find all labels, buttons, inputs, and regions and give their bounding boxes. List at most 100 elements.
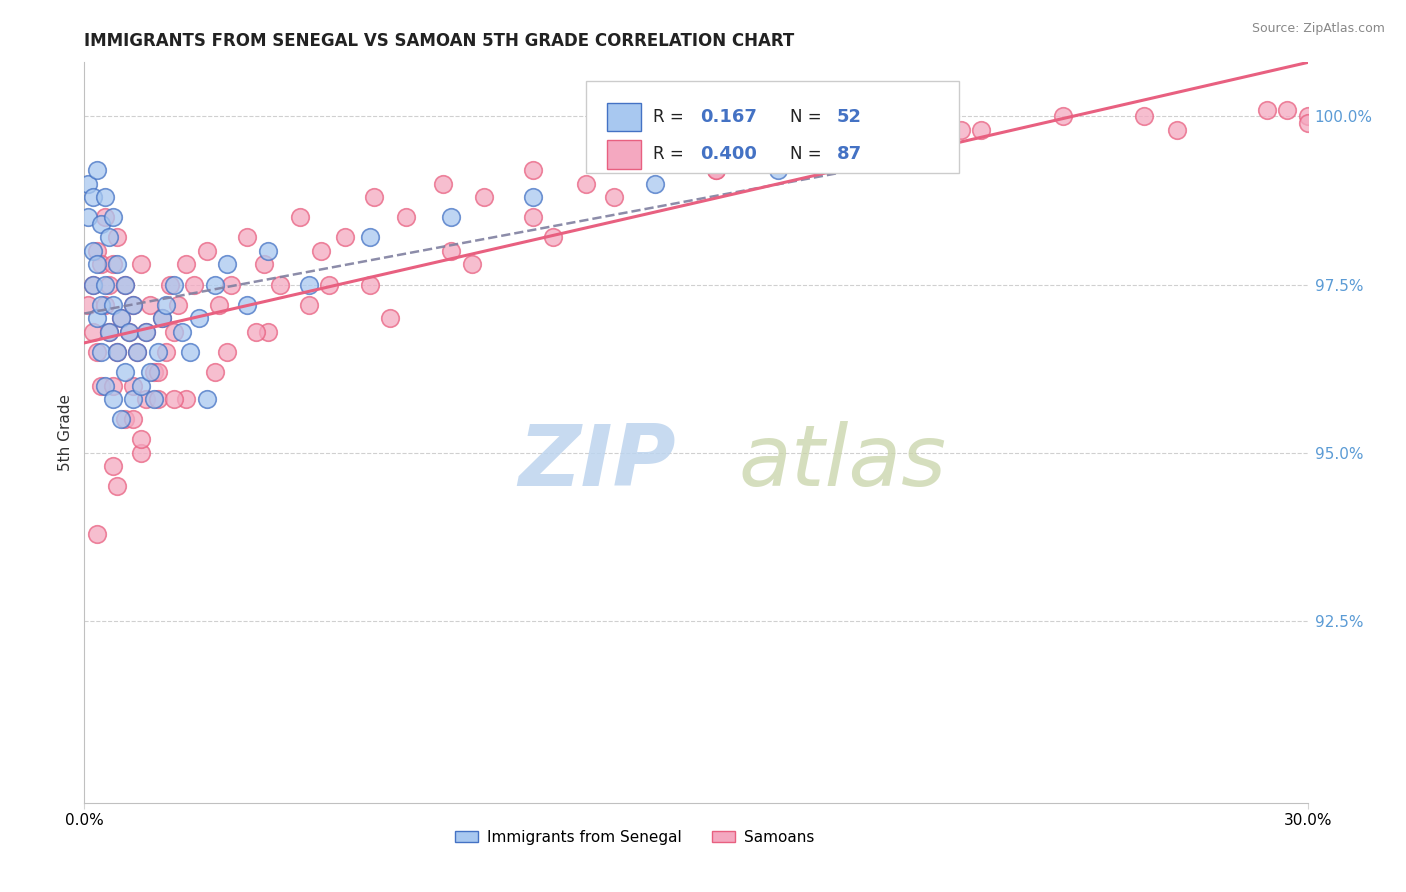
Point: [253, 257, 276, 271]
Point: [122, 298, 145, 312]
Point: [131, 378, 153, 392]
Point: [219, 277, 242, 292]
Point: [359, 277, 381, 292]
Point: [77, 298, 100, 312]
Point: [86, 526, 108, 541]
Point: [101, 459, 124, 474]
Point: [101, 378, 124, 392]
Point: [440, 211, 463, 225]
Point: [183, 277, 205, 292]
Point: [204, 365, 226, 379]
Point: [150, 311, 173, 326]
Point: [644, 177, 666, 191]
Point: [432, 177, 454, 191]
Point: [93, 298, 115, 312]
Point: [208, 298, 231, 312]
Point: [298, 277, 321, 292]
Point: [217, 344, 239, 359]
Point: [82, 277, 104, 292]
Point: [114, 365, 136, 379]
Point: [828, 143, 851, 157]
Point: [105, 257, 128, 271]
Point: [195, 392, 218, 406]
Point: [335, 230, 357, 244]
Point: [766, 163, 789, 178]
Point: [522, 190, 544, 204]
Point: [1133, 109, 1156, 123]
Point: [706, 163, 728, 178]
Point: [138, 365, 160, 379]
Point: [127, 344, 149, 359]
Point: [1052, 109, 1074, 123]
Point: [77, 177, 100, 191]
Point: [359, 230, 381, 244]
Point: [461, 257, 484, 271]
Text: R =: R =: [654, 145, 689, 163]
Text: N =: N =: [790, 145, 827, 163]
Y-axis label: 5th Grade: 5th Grade: [58, 394, 73, 471]
Point: [155, 298, 177, 312]
Point: [135, 325, 157, 339]
Text: ZIP: ZIP: [519, 421, 676, 504]
Point: [90, 217, 112, 231]
Point: [163, 325, 186, 339]
Point: [110, 311, 132, 326]
Point: [217, 257, 239, 271]
Point: [93, 211, 115, 225]
Point: [290, 211, 312, 225]
Point: [105, 344, 128, 359]
Point: [860, 143, 883, 157]
FancyBboxPatch shape: [586, 81, 959, 173]
Point: [131, 446, 153, 460]
Point: [155, 344, 177, 359]
Point: [105, 344, 128, 359]
Point: [929, 150, 952, 164]
Point: [114, 277, 136, 292]
Point: [97, 277, 120, 292]
Point: [174, 257, 197, 271]
Point: [146, 365, 169, 379]
Point: [86, 244, 108, 258]
Point: [101, 257, 124, 271]
Point: [522, 163, 544, 178]
Point: [142, 365, 165, 379]
Point: [204, 277, 226, 292]
Point: [118, 325, 141, 339]
Point: [245, 325, 267, 339]
Point: [101, 211, 124, 225]
Point: [127, 344, 149, 359]
Point: [636, 150, 658, 164]
Point: [122, 392, 145, 406]
Point: [82, 277, 104, 292]
Point: [269, 277, 291, 292]
Legend: Immigrants from Senegal, Samoans: Immigrants from Senegal, Samoans: [449, 823, 821, 851]
Point: [138, 298, 160, 312]
Point: [309, 244, 332, 258]
Point: [163, 277, 186, 292]
Point: [86, 344, 108, 359]
Point: [90, 257, 112, 271]
Point: [135, 325, 157, 339]
Point: [101, 298, 124, 312]
Point: [90, 344, 112, 359]
Point: [257, 325, 280, 339]
Point: [122, 378, 145, 392]
Point: [101, 392, 124, 406]
Point: [93, 190, 115, 204]
Point: [395, 211, 418, 225]
Point: [236, 230, 259, 244]
Point: [105, 479, 128, 493]
Point: [110, 311, 132, 326]
Point: [86, 311, 108, 326]
Point: [135, 392, 157, 406]
Text: atlas: atlas: [738, 421, 946, 504]
FancyBboxPatch shape: [606, 140, 641, 169]
Point: [1277, 103, 1299, 117]
Point: [159, 277, 181, 292]
Point: [318, 277, 340, 292]
FancyBboxPatch shape: [606, 103, 641, 131]
Point: [146, 344, 169, 359]
Point: [380, 311, 402, 326]
Point: [86, 257, 108, 271]
Point: [150, 311, 173, 326]
